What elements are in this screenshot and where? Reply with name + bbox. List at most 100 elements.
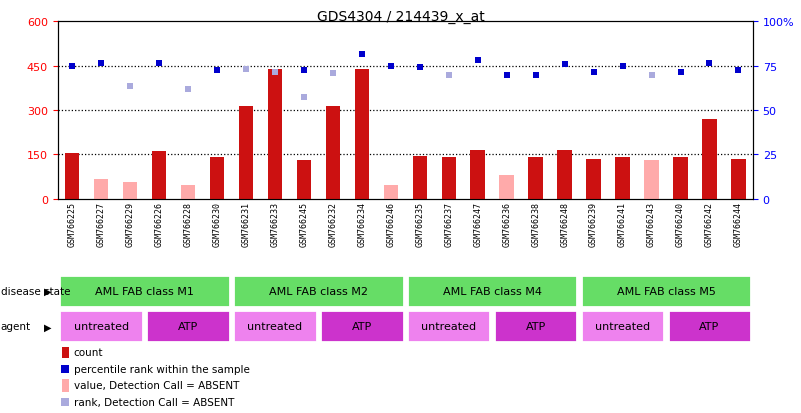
Text: GSM766236: GSM766236	[502, 201, 511, 246]
Text: ▶: ▶	[44, 321, 51, 332]
Text: untreated: untreated	[248, 321, 303, 332]
Bar	[586, 159, 601, 199]
Bar	[152, 152, 167, 199]
Point	[211, 68, 223, 74]
Bar	[384, 186, 398, 199]
Text: disease state: disease state	[1, 286, 70, 297]
Point	[442, 72, 455, 78]
Point	[471, 57, 484, 64]
Text: ATP: ATP	[178, 321, 198, 332]
Text: AML FAB class M2: AML FAB class M2	[269, 286, 368, 297]
Bar	[557, 150, 572, 199]
Bar	[233, 310, 316, 343]
Text: GSM766232: GSM766232	[328, 201, 337, 246]
Point	[616, 63, 629, 70]
Text: GSM766233: GSM766233	[271, 201, 280, 246]
Point	[297, 94, 310, 101]
Text: GSM766246: GSM766246	[386, 201, 396, 246]
Text: GSM766228: GSM766228	[183, 201, 192, 246]
Bar	[702, 119, 717, 199]
Text: count: count	[74, 347, 103, 357]
Text: untreated: untreated	[595, 321, 650, 332]
Text: GSM766231: GSM766231	[241, 201, 251, 246]
Bar	[407, 275, 578, 308]
Bar	[296, 161, 311, 199]
Text: rank, Detection Call = ABSENT: rank, Detection Call = ABSENT	[74, 397, 234, 407]
Bar	[355, 69, 369, 199]
Text: GSM766226: GSM766226	[155, 201, 163, 246]
Bar	[59, 310, 143, 343]
Text: AML FAB class M5: AML FAB class M5	[617, 286, 715, 297]
Text: GSM766234: GSM766234	[357, 201, 366, 246]
Text: GSM766244: GSM766244	[734, 201, 743, 246]
Text: GSM766245: GSM766245	[300, 201, 308, 246]
Text: GSM766235: GSM766235	[415, 201, 425, 246]
Point	[732, 68, 745, 74]
Bar	[674, 158, 688, 199]
Bar	[668, 310, 751, 343]
Bar	[441, 158, 456, 199]
Text: GSM766240: GSM766240	[676, 201, 685, 246]
Text: GSM766227: GSM766227	[97, 201, 106, 246]
Text: agent: agent	[1, 321, 31, 332]
Text: ▶: ▶	[44, 286, 51, 297]
Bar	[210, 158, 224, 199]
Text: value, Detection Call = ABSENT: value, Detection Call = ABSENT	[74, 380, 239, 390]
Point	[558, 62, 571, 68]
Bar	[644, 161, 658, 199]
Point	[529, 72, 542, 78]
Text: untreated: untreated	[421, 321, 477, 332]
Text: GSM766241: GSM766241	[618, 201, 627, 246]
Text: untreated: untreated	[74, 321, 129, 332]
Text: GSM766242: GSM766242	[705, 201, 714, 246]
Point	[674, 69, 687, 76]
Text: GSM766237: GSM766237	[445, 201, 453, 246]
Bar	[615, 158, 630, 199]
Bar	[94, 180, 108, 199]
Text: ATP: ATP	[352, 321, 372, 332]
Bar	[529, 158, 543, 199]
Bar	[470, 150, 485, 199]
Bar	[731, 159, 746, 199]
Bar	[326, 106, 340, 199]
Point	[587, 69, 600, 76]
Bar	[65, 153, 79, 199]
Point	[153, 60, 166, 67]
Text: GSM766238: GSM766238	[531, 201, 540, 246]
Point	[239, 66, 252, 73]
Text: ATP: ATP	[525, 321, 545, 332]
Bar	[581, 275, 751, 308]
Bar	[62, 346, 69, 358]
Text: GDS4304 / 214439_x_at: GDS4304 / 214439_x_at	[316, 10, 485, 24]
Point	[58, 399, 71, 405]
Point	[182, 87, 195, 93]
Point	[645, 72, 658, 78]
Bar	[494, 310, 578, 343]
Text: AML FAB class M4: AML FAB class M4	[443, 286, 541, 297]
Bar	[59, 275, 230, 308]
Text: GSM766229: GSM766229	[126, 201, 135, 246]
Text: GSM766239: GSM766239	[589, 201, 598, 246]
Point	[123, 84, 136, 90]
Text: GSM766247: GSM766247	[473, 201, 482, 246]
Text: GSM766243: GSM766243	[647, 201, 656, 246]
Point	[66, 63, 78, 70]
Bar	[62, 379, 69, 392]
Text: GSM766225: GSM766225	[67, 201, 77, 246]
Point	[501, 72, 513, 78]
Bar	[413, 157, 427, 199]
Point	[703, 60, 716, 67]
Point	[413, 65, 426, 71]
Bar	[407, 310, 490, 343]
Text: ATP: ATP	[699, 321, 719, 332]
Bar	[268, 69, 282, 199]
Text: GSM766230: GSM766230	[212, 201, 222, 246]
Point	[327, 71, 340, 77]
Text: percentile rank within the sample: percentile rank within the sample	[74, 364, 249, 374]
Bar	[147, 310, 230, 343]
Bar	[233, 275, 404, 308]
Point	[268, 69, 281, 76]
Bar	[320, 310, 404, 343]
Point	[58, 366, 71, 372]
Point	[384, 63, 397, 70]
